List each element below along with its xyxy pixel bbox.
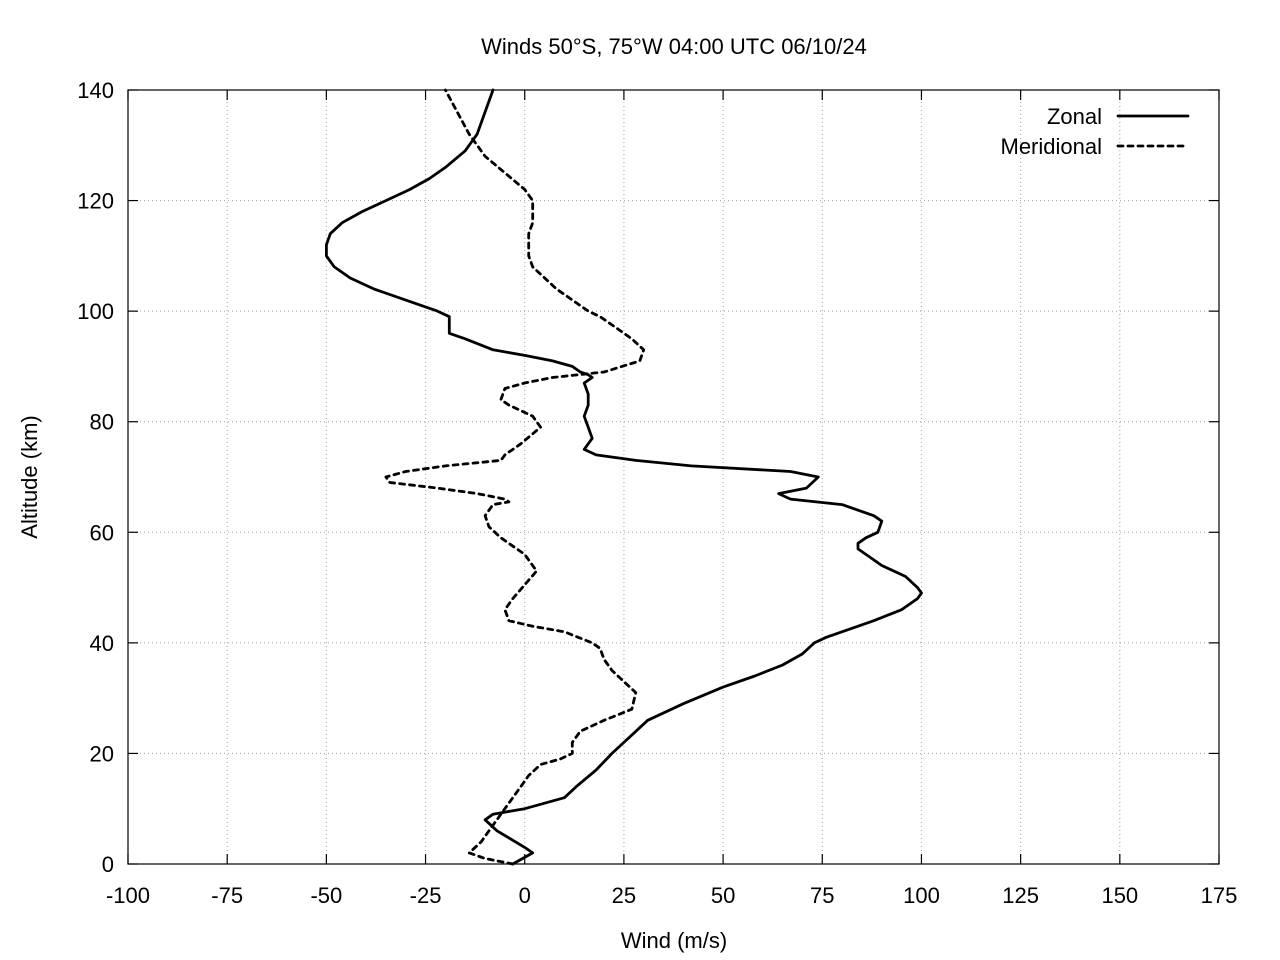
x-tick-label: 125 [1002,883,1039,908]
x-tick-label: 75 [810,883,834,908]
y-tick-label: 60 [90,520,114,545]
x-tick-label: 100 [903,883,940,908]
y-axis-label: Altitude (km) [17,415,42,538]
legend-label-zonal: Zonal [1047,104,1102,129]
x-tick-label: 25 [612,883,636,908]
x-tick-label: 150 [1101,883,1138,908]
x-tick-label: -75 [211,883,243,908]
y-tick-label: 80 [90,410,114,435]
y-tick-label: 40 [90,631,114,656]
y-tick-label: 140 [77,78,114,103]
chart-title: Winds 50°S, 75°W 04:00 UTC 06/10/24 [481,34,867,59]
axis-ticks [127,89,1220,865]
series-meridional-line [384,88,646,866]
legend: Zonal Meridional [1001,104,1190,159]
x-tick-label: 0 [519,883,531,908]
y-tick-label: 100 [77,299,114,324]
x-tick-label: -100 [106,883,150,908]
x-tick-label: 50 [711,883,735,908]
series-lines [324,88,923,866]
x-tick-label: -25 [410,883,442,908]
x-tick-label: 175 [1201,883,1238,908]
y-tick-label: 0 [102,852,114,877]
y-tick-label: 120 [77,189,114,214]
x-axis-label: Wind (m/s) [621,928,727,953]
y-tick-label: 20 [90,741,114,766]
plot-frame [127,89,1220,865]
legend-label-meridional: Meridional [1001,134,1103,159]
series-zonal-line [324,88,923,866]
grid-lines [128,90,1219,864]
x-tick-labels: -100 -75 -50 -25 0 25 50 75 100 125 150 175 [106,883,1237,908]
x-tick-label: -50 [310,883,342,908]
y-tick-labels: 0 20 40 60 80 100 120 140 [77,78,114,877]
